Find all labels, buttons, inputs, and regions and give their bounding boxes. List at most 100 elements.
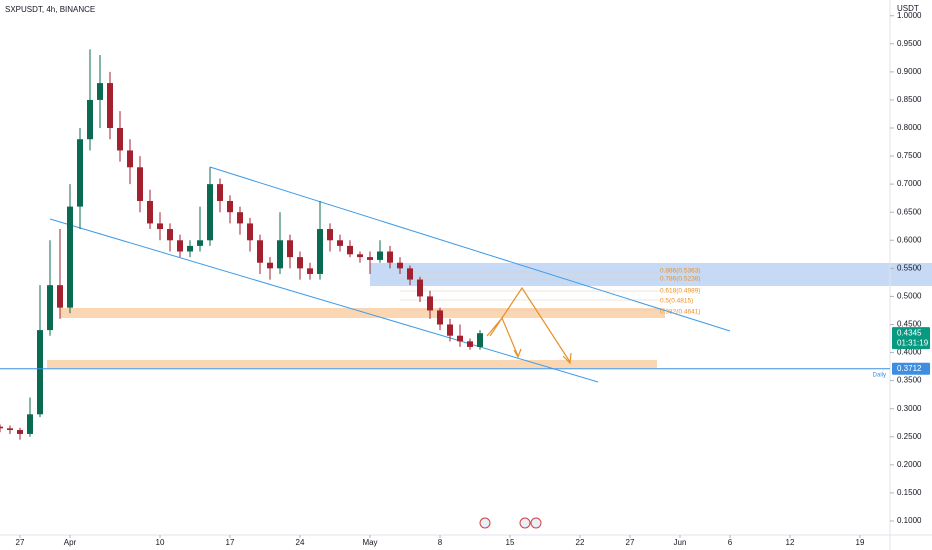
candle-body	[407, 268, 413, 280]
candle-body	[107, 83, 113, 128]
candle-body	[67, 206, 73, 308]
candle-body	[187, 245, 193, 252]
candle-body	[477, 333, 483, 347]
candle-body	[397, 262, 403, 269]
fib-label: 0.618(0.4989)	[660, 288, 700, 295]
candle-body	[357, 254, 363, 258]
x-tick-label: 12	[786, 538, 795, 547]
y-tick-label: 0.4500	[897, 320, 922, 329]
y-tick-label: 0.3500	[897, 376, 922, 385]
candle-body	[467, 341, 473, 347]
candle-body	[437, 310, 443, 325]
candle-body	[287, 240, 293, 258]
candle-body	[177, 240, 183, 252]
candle-body	[247, 223, 253, 241]
candle-body	[227, 200, 233, 213]
candle-body	[117, 127, 123, 151]
y-tick-label: 0.5500	[897, 263, 922, 272]
candle-body	[427, 296, 433, 311]
x-tick-label: Jun	[674, 538, 687, 547]
candle-body	[297, 257, 303, 269]
candle-body	[167, 229, 173, 241]
countdown: 01:31:19	[897, 338, 929, 347]
fib-label: 0.886(0.5363)	[660, 268, 700, 275]
candle-body	[207, 184, 213, 241]
x-tick-label: May	[362, 538, 377, 547]
y-tick-label: 0.9500	[897, 39, 922, 48]
candle-body	[77, 139, 83, 207]
y-tick-label: 0.7000	[897, 179, 922, 188]
candle-body	[7, 428, 13, 431]
x-tick-label: 8	[438, 538, 443, 547]
candle-body	[307, 268, 313, 274]
x-tick-label: 6	[728, 538, 733, 547]
x-tick-label: Apr	[64, 538, 77, 547]
y-tick-label: 0.9000	[897, 67, 922, 76]
candle-body	[457, 335, 463, 342]
candle-body	[387, 251, 393, 263]
channel-lower	[49, 218, 599, 383]
candle-body	[157, 223, 163, 230]
x-tick-label: 15	[506, 538, 515, 547]
candle-body	[237, 212, 243, 224]
candle-body	[347, 245, 353, 255]
event-icons	[479, 517, 542, 529]
y-tick-label: 0.8500	[897, 95, 922, 104]
candle-body	[377, 251, 383, 260]
candle-body	[217, 184, 223, 201]
candle-body	[327, 229, 333, 241]
candle-body	[257, 240, 263, 263]
candle-body	[57, 285, 63, 308]
candle-body	[27, 414, 33, 434]
candle-body	[317, 229, 323, 274]
last-price-tag	[892, 327, 930, 350]
y-tick-label: 0.1500	[897, 488, 922, 497]
candle-body	[127, 150, 133, 168]
candle-body	[447, 324, 453, 336]
candle-body	[97, 83, 103, 100]
y-tick-label: 0.1000	[897, 516, 922, 525]
projection-arrows	[486, 286, 572, 365]
x-tick-label: 27	[16, 538, 25, 547]
fib-label: 0.5(0.4815)	[660, 298, 693, 305]
candle-body	[37, 330, 43, 415]
fib-label: 0.382(0.4641)	[660, 309, 700, 316]
candle-body	[337, 240, 343, 246]
candle-body	[137, 167, 143, 201]
candle-body	[87, 99, 93, 140]
y-axis-label: USDT	[897, 4, 919, 13]
y-tick-label: 0.3000	[897, 404, 922, 413]
fib-label: 0.786(0.5238)	[660, 276, 700, 283]
candle-body	[417, 279, 423, 297]
y-tick-label: 0.2500	[897, 432, 922, 441]
x-tick-label: 10	[156, 538, 165, 547]
y-tick-label: 0.7500	[897, 151, 922, 160]
candle-body	[197, 240, 203, 246]
daily-price-tag	[892, 362, 930, 375]
x-tick-label: 19	[856, 538, 865, 547]
candle-body	[267, 262, 273, 269]
candle-body	[367, 257, 373, 260]
candle-body	[147, 200, 153, 224]
y-tick-label: 0.8000	[897, 123, 922, 132]
daily-label: Daily	[873, 372, 886, 378]
candle-body	[47, 285, 53, 331]
orange-zone	[60, 308, 665, 318]
x-tick-label: 27	[626, 538, 635, 547]
y-tick-label: 0.5000	[897, 292, 922, 301]
channel-upper	[209, 166, 731, 332]
chart-title: SXPUSDT, 4h, BINANCE	[5, 5, 95, 14]
y-tick-label: 0.6000	[897, 235, 922, 244]
y-tick-label: 1.0000	[897, 11, 922, 20]
candle-body	[277, 240, 283, 269]
y-tick-label: 0.2000	[897, 460, 922, 469]
last-price-label: 0.4345	[897, 328, 922, 337]
y-tick-label: 0.4000	[897, 348, 922, 357]
x-tick-label: 22	[576, 538, 585, 547]
daily-price-label: 0.3712	[897, 364, 922, 373]
y-tick-label: 0.6500	[897, 207, 922, 216]
candle-body	[0, 426, 3, 429]
candle-body	[17, 430, 23, 434]
orange-zone	[47, 360, 657, 368]
